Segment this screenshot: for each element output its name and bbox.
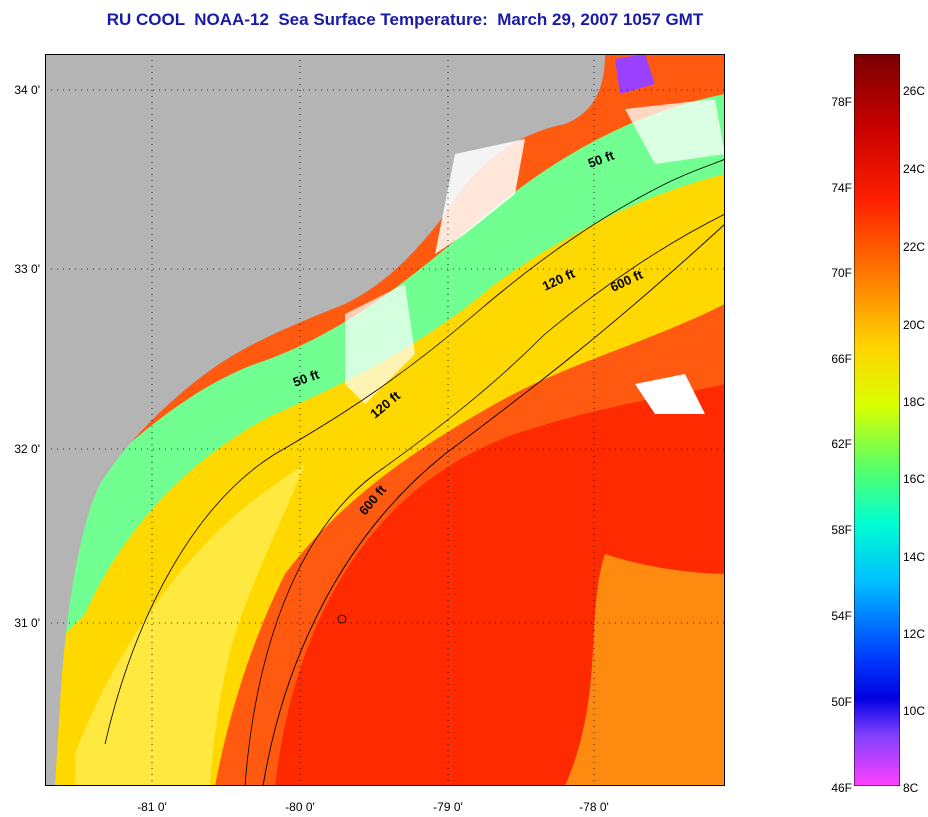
nearshore-cool-band	[45, 94, 725, 654]
color-scale-bar	[853, 53, 901, 787]
cold-spot	[615, 54, 655, 94]
fahrenheit-label: 70F	[831, 266, 852, 280]
contour-50ft	[104, 158, 725, 745]
fahrenheit-label: 58F	[831, 523, 852, 537]
celsius-label: 26C	[903, 84, 926, 98]
lat-label: 33 0'	[14, 262, 40, 276]
lat-label: 34 0'	[14, 83, 40, 97]
cloud-patch	[435, 139, 525, 254]
lat-label: 32 0'	[14, 442, 40, 456]
cloud-patch	[625, 99, 725, 164]
map-title: RU COOL NOAA-12 Sea Surface Temperature:…	[106, 10, 704, 29]
fahrenheit-label: 62F	[831, 437, 852, 451]
fahrenheit-label: 78F	[831, 95, 852, 109]
fahrenheit-label: 50F	[831, 695, 852, 709]
celsius-label: 8C	[903, 781, 919, 795]
lon-label: -78 0'	[579, 800, 609, 814]
color-scale	[853, 53, 901, 787]
lon-label: -80 0'	[285, 800, 315, 814]
lon-label: -81 0'	[137, 800, 167, 814]
celsius-label: 18C	[903, 395, 926, 409]
celsius-label: 24C	[903, 162, 926, 176]
fahrenheit-label: 66F	[831, 352, 852, 366]
southern-shelf	[75, 464, 305, 786]
lon-label: -79 0'	[433, 800, 463, 814]
celsius-label: 10C	[903, 704, 926, 718]
sst-map-image: 50 ft 120 ft 600 ft 50 ft 120 ft 600 ft	[45, 54, 725, 786]
fahrenheit-label: 46F	[831, 781, 852, 795]
celsius-label: 14C	[903, 550, 926, 564]
celsius-label: 20C	[903, 318, 926, 332]
contour-600ft	[262, 223, 725, 786]
warm-eddy	[565, 554, 725, 786]
station-marker	[337, 614, 347, 624]
cloud-patch	[345, 284, 415, 404]
celsius-label: 16C	[903, 472, 926, 486]
fahrenheit-label: 74F	[831, 181, 852, 195]
celsius-label: 12C	[903, 627, 926, 641]
celsius-label: 22C	[903, 240, 926, 254]
sst-map: 50 ft 120 ft 600 ft 50 ft 120 ft 600 ft	[45, 54, 725, 786]
contour-120ft	[244, 213, 725, 786]
map-frame	[45, 54, 725, 786]
fahrenheit-label: 54F	[831, 609, 852, 623]
cloud-patch	[635, 374, 705, 414]
land-area	[45, 54, 605, 786]
lat-label: 31 0'	[14, 616, 40, 630]
